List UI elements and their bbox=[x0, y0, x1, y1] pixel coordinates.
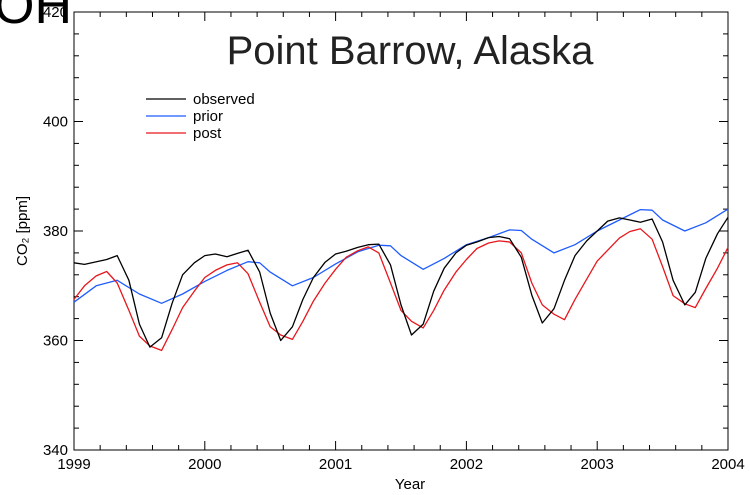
x-tick-label: 2003 bbox=[581, 456, 614, 473]
y-tick-label: 380 bbox=[43, 223, 68, 240]
y-axis-label: CO₂ [ppm] bbox=[14, 196, 31, 266]
chart-title: Point Barrow, Alaska bbox=[227, 29, 595, 73]
y-tick-label: 340 bbox=[43, 442, 68, 459]
axis-tick-labels: 1999 2000 2001 2002 2003 2004 340 360 380 400 420 bbox=[43, 4, 745, 473]
y-tick-label: 420 bbox=[43, 4, 68, 21]
x-tick-label: 2000 bbox=[188, 456, 221, 473]
x-tick-label: 1999 bbox=[57, 456, 90, 473]
cut-off-heading: OH bbox=[0, 0, 72, 35]
y-tick-label: 400 bbox=[43, 114, 68, 131]
legend-label-observed: observed bbox=[193, 91, 255, 108]
x-tick-label: 2002 bbox=[450, 456, 483, 473]
x-tick-label: 2004 bbox=[711, 456, 744, 473]
y-tick-label: 360 bbox=[43, 333, 68, 350]
series-lines bbox=[73, 208, 729, 352]
x-tick-label: 2001 bbox=[319, 456, 352, 473]
x-axis-label: Year bbox=[395, 476, 425, 493]
legend-label-post: post bbox=[193, 125, 222, 142]
series-line-observed bbox=[73, 216, 729, 348]
legend-label-prior: prior bbox=[193, 108, 223, 125]
series-line-prior bbox=[73, 208, 729, 304]
series-line-post bbox=[73, 228, 729, 352]
